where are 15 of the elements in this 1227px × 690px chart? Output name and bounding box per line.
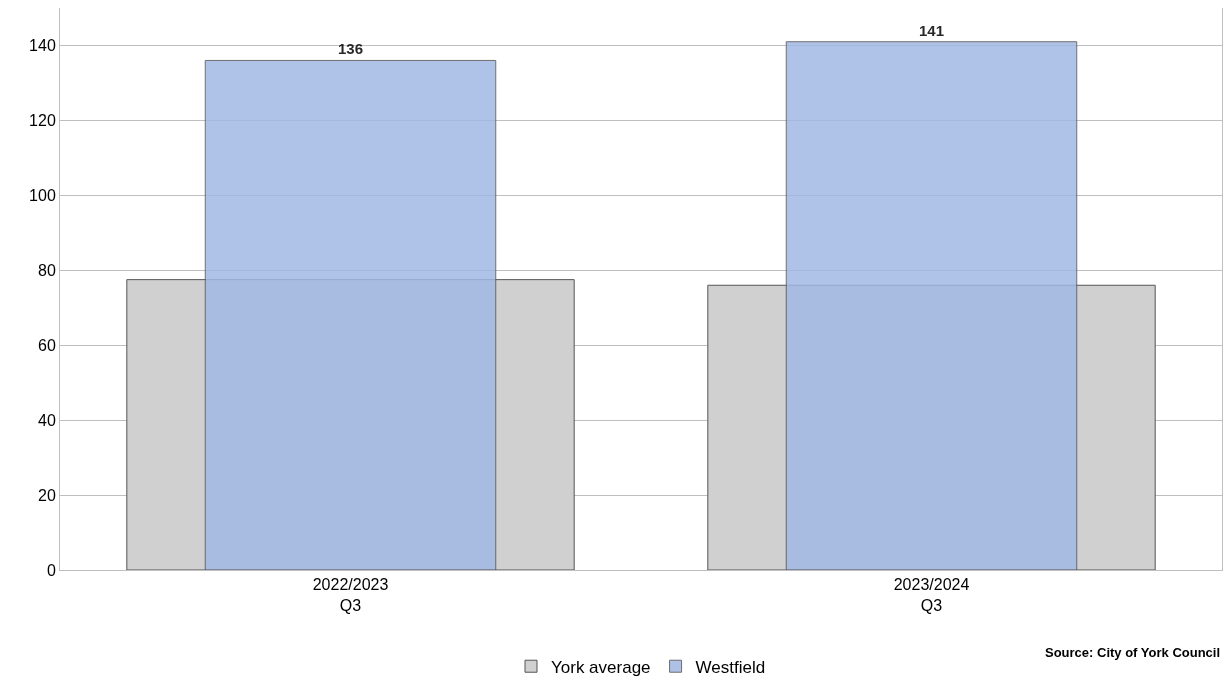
legend-label: Westfield — [695, 657, 766, 677]
y-tick-label: 20 — [38, 486, 56, 504]
y-tick-label: 100 — [29, 186, 56, 204]
y-tick-label: 0 — [46, 561, 56, 579]
data-label: 136 — [337, 40, 364, 58]
data-label: 141 — [918, 21, 945, 39]
y-tick-label: 80 — [38, 261, 56, 279]
y-tick-label: 60 — [38, 336, 56, 354]
x-tick-label: 2022/2023 Q3 — [312, 576, 389, 614]
y-tick-label: 120 — [29, 112, 56, 129]
x-tick-label: 2023/2024 Q3 — [893, 576, 970, 614]
y-tick-label: 140 — [29, 37, 56, 55]
y-tick-label: 40 — [38, 411, 56, 429]
source-note: Source: City of York Council — [1045, 645, 1221, 660]
legend-label: York average — [551, 657, 651, 677]
